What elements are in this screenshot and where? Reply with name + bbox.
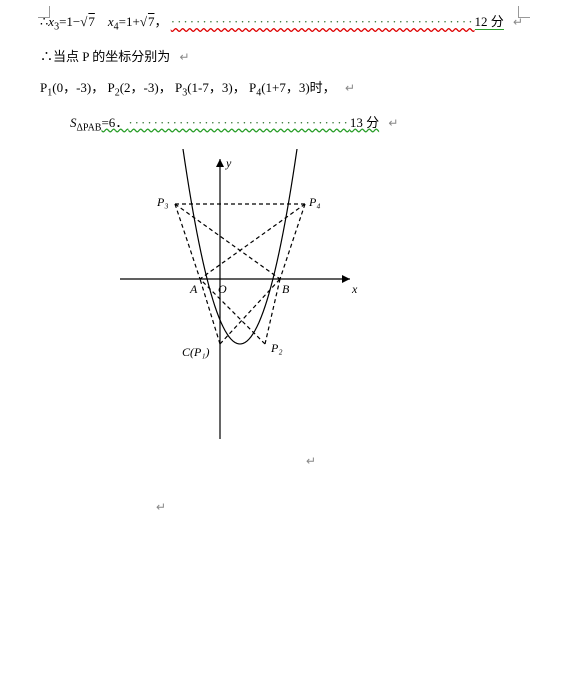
svg-text:A: A — [189, 282, 198, 296]
return-mark-3: ↵ — [345, 81, 355, 95]
return-mark-4: ↵ — [388, 116, 398, 130]
crop-mark-tl — [38, 6, 50, 18]
svg-text:C(P₁): C(P₁) — [182, 345, 210, 359]
svg-text:P₃: P₃ — [156, 195, 169, 209]
P3: P3(1-7，3)， — [175, 80, 246, 95]
dotlead-1: ········································… — [171, 10, 475, 33]
crop-mark-tr — [518, 6, 530, 18]
dotlead-2: ··································· — [128, 111, 350, 134]
x3-eq: =1− — [59, 14, 80, 29]
P1: P1(0，-3)， — [40, 80, 104, 95]
sqrt-2: √7 — [140, 14, 155, 29]
svg-text:x: x — [351, 282, 358, 296]
return-mark-5: ↵ — [300, 453, 528, 469]
line-therefore-P: ∴当点 P 的坐标分别为 ↵ — [40, 45, 528, 69]
return-mark-2: ↵ — [180, 50, 190, 64]
line2-text: ∴当点 P 的坐标分别为 — [40, 49, 170, 64]
P2: P2(2，-3)， — [107, 80, 171, 95]
line-S-area: SΔPAB=6．································… — [70, 111, 528, 138]
x4-eq: =1+ — [119, 14, 140, 29]
svg-text:B: B — [282, 282, 290, 296]
svg-text:O: O — [218, 282, 227, 296]
sqrt-1: √7 — [80, 14, 95, 29]
gap-1 — [95, 14, 108, 29]
graph-svg: A O B C(P₁) P₂ P₃ P₄ x y — [110, 149, 370, 449]
score-12: 12 分 — [475, 14, 504, 30]
svg-text:P₄: P₄ — [308, 195, 321, 209]
line-P-coords: P1(0，-3)， P2(2，-3)， P3(1-7，3)， P4(1+7，3)… — [40, 76, 528, 103]
parabola-graph: A O B C(P₁) P₂ P₃ P₄ x y — [110, 149, 528, 449]
svg-text:P₂: P₂ — [270, 341, 283, 355]
svg-text:y: y — [225, 156, 232, 170]
comma-1: ， — [154, 14, 167, 29]
score-13: 13 分 — [350, 115, 379, 130]
S-rest: ． — [115, 115, 128, 130]
line-x3-x4: ∴x3=1−√7 x4=1+√7， ······················… — [40, 10, 528, 37]
S-eq: =6 — [101, 115, 115, 130]
S-sub: ΔPAB — [77, 122, 102, 133]
P4: P4(1+7，3)时， — [249, 80, 336, 95]
return-mark-6: ↵ — [150, 499, 528, 515]
